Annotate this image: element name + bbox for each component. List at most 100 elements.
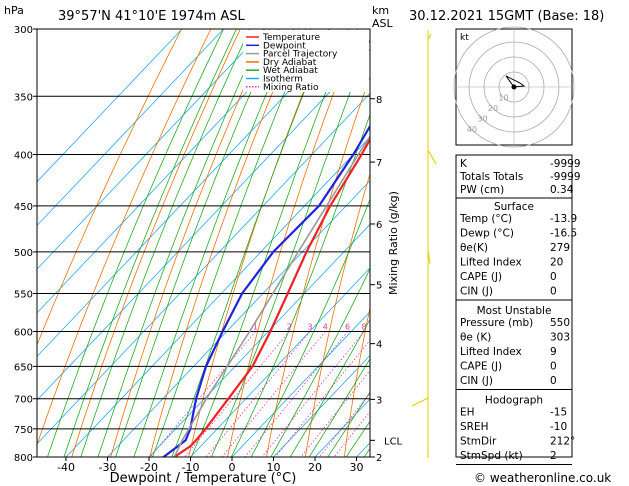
unstable-table-row-value: 0 (550, 375, 557, 387)
pressure-tick-label: 600 (14, 327, 33, 338)
temperature-tick-label: -30 (99, 461, 117, 474)
hodograph-ring (453, 26, 575, 148)
legend-label: Parcel Trajectory (263, 50, 338, 60)
profile-dewpoint (162, 124, 370, 457)
unstable-table-row-label: θe (K) (460, 332, 491, 344)
hodograph-table-row-value: -10 (550, 421, 567, 433)
pressure-tick-label: 800 (14, 453, 33, 464)
hodograph-unit-label: kt (460, 33, 469, 43)
hodograph-table-row-label: EH (460, 407, 475, 419)
isotherm-line (37, 29, 224, 227)
height-tick-label: 6 (376, 220, 382, 231)
hodograph-table-row-value: 2 (550, 450, 557, 462)
isotherm-line (273, 354, 370, 457)
surface-table-row-value: 0 (550, 286, 557, 298)
pressure-tick-label: 450 (14, 202, 33, 213)
mixing-ratio-line (300, 370, 370, 457)
isotherm-line (37, 29, 307, 314)
plot-frame (36, 28, 371, 458)
indices-tables: K -9999 Totals Totals -9999 PW (cm) 0.34 Surfa… (455, 154, 581, 465)
unstable-table-row-value: 0 (550, 361, 557, 373)
surface-table-row-label: CIN (J) (460, 286, 493, 298)
asl-unit-label: ASL (372, 17, 394, 30)
height-tick-label: 4 (376, 340, 382, 351)
surface-table-row-value: 279 (550, 242, 570, 254)
index-row-label: PW (cm) (460, 184, 504, 196)
index-row-value: -9999 (550, 158, 581, 170)
surface-table-row-label: Temp (°C) (459, 213, 512, 225)
dry-adiabat-line (149, 29, 300, 457)
mixing-ratio-label: 15 (396, 322, 406, 331)
mixing-ratio-line (149, 331, 256, 457)
mixing-ratio-line (244, 331, 348, 457)
temperature-tick-label: -40 (57, 461, 75, 474)
wind-profile-strip (411, 30, 437, 458)
hodograph-trace (505, 75, 526, 88)
dry-adiabat-line (37, 29, 182, 346)
dry-adiabat-line (578, 14, 626, 457)
dry-adiabat-line (343, 305, 370, 457)
mixing-ratio-label: 3 (307, 322, 312, 331)
mixing-ratio-label: 10 (372, 322, 382, 331)
surface-table-row-label: θe(K) (460, 242, 488, 254)
mixing-ratio-line (318, 392, 370, 457)
pressure-tick-label: 700 (14, 395, 33, 406)
pressure-tick-label: 300 (14, 25, 33, 36)
unstable-table-row-value: 303 (550, 332, 570, 344)
isotherm-line (190, 267, 370, 457)
surface-table-row-label: Dewp (°C) (460, 228, 514, 240)
hodograph-table-row-value: 212° (550, 436, 575, 448)
surface-table-row-value: 20 (550, 257, 563, 269)
surface-table-title: Surface (494, 201, 534, 213)
wet-adiabat-line (327, 391, 370, 457)
pressure-tick-label: 650 (14, 362, 33, 373)
pressure-tick-label: 750 (14, 425, 33, 436)
hodograph-storm-motion (511, 84, 517, 90)
lcl-label: LCL (384, 436, 403, 447)
temperature-tick-label: -20 (140, 461, 158, 474)
unstable-table-row-label: CIN (J) (460, 375, 493, 387)
wind-barb (427, 149, 437, 165)
mixing-ratio-label: 8 (361, 322, 366, 331)
dry-adiabat-line (615, 14, 629, 457)
hodograph-ring-label: 10 (498, 94, 508, 103)
mixing-ratio-label: 1 (253, 322, 258, 331)
pressure-tick-label: 500 (14, 248, 33, 259)
hodograph-ring-label: 30 (477, 115, 487, 124)
dry-adiabat-line (266, 75, 370, 457)
height-tick-label: 5 (376, 281, 382, 292)
surface-table-row-value: -16.5 (550, 228, 577, 240)
mixing-ratio-label: 25 (429, 322, 439, 331)
index-row-value: 0.34 (550, 184, 574, 196)
profile-temperature (173, 137, 370, 457)
hodograph-table-row-label: StmSpd (kt) (460, 450, 523, 462)
isotherm-line (65, 136, 370, 457)
surface-table-row-value: -13.9 (550, 213, 577, 225)
mixing-ratio-line (205, 331, 311, 457)
index-row-value: -9999 (550, 171, 581, 183)
hodograph-ring-label: 20 (488, 104, 498, 113)
mixing-ratio-line (261, 331, 365, 457)
pressure-tick-label: 550 (14, 289, 33, 300)
indices-table-frame (455, 154, 573, 458)
wet-adiabat-line (47, 29, 225, 457)
hpa-unit-label: hPa (4, 4, 24, 17)
index-row-label: Totals Totals (459, 171, 523, 183)
dry-adiabat-line (305, 172, 370, 457)
hodograph-ring-label: 40 (467, 125, 477, 134)
surface-table-row-label: Lifted Index (460, 257, 522, 269)
unstable-table-row-value: 9 (550, 346, 557, 358)
legend-label: Wet Adiabat (263, 66, 318, 76)
hodograph-table-row-label: SREH (460, 421, 489, 433)
km-unit-label: km (372, 4, 389, 17)
hodograph-table-row-value: -15 (550, 407, 567, 419)
wind-barb (427, 33, 432, 41)
wind-barb (427, 249, 431, 265)
height-tick-label: 3 (376, 395, 382, 406)
temperature-tick-label: 30 (350, 461, 364, 474)
index-row-label: K (460, 158, 468, 170)
mixing-ratio-axis-title: Mixing Ratio (g/kg) (387, 191, 400, 295)
mixing-ratio-label: 2 (287, 322, 292, 331)
